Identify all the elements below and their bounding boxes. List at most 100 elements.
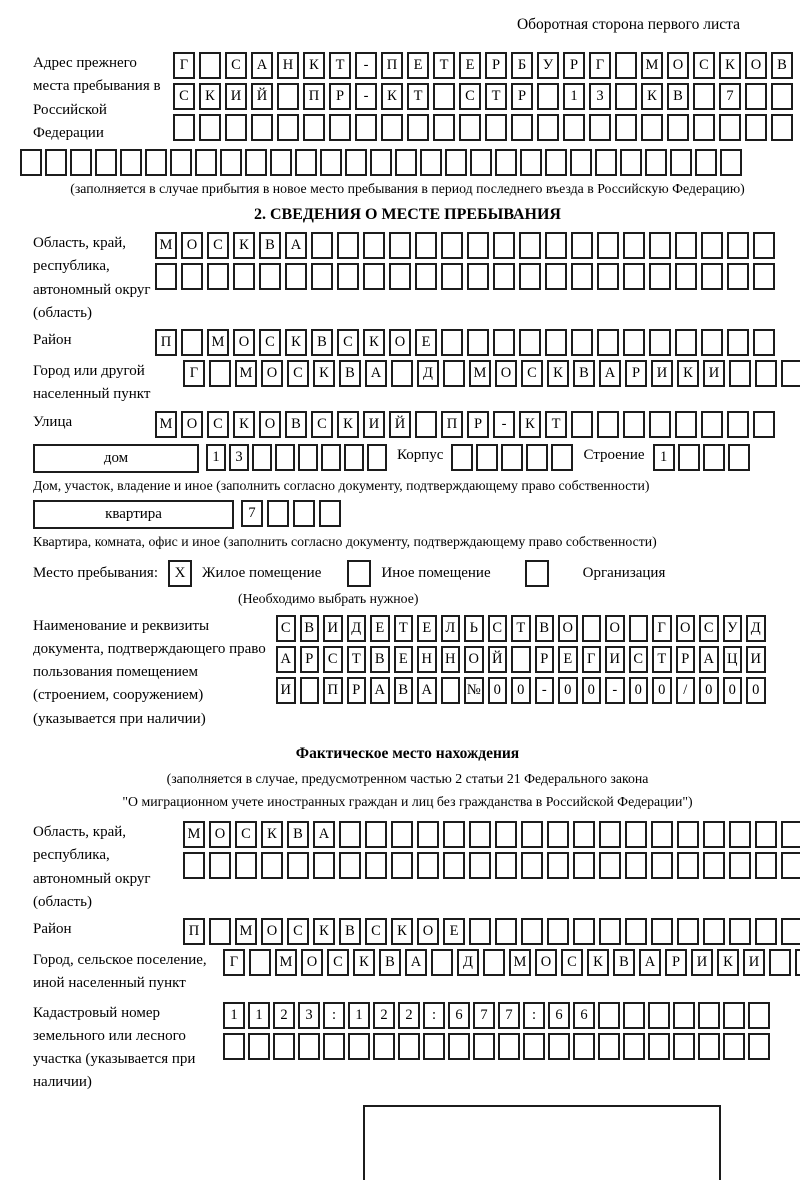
char-cell[interactable]: Т <box>407 83 429 110</box>
char-cell[interactable] <box>170 149 192 176</box>
char-cell[interactable]: В <box>259 232 281 259</box>
char-cell[interactable]: 0 <box>628 676 648 704</box>
char-cell[interactable] <box>511 645 531 673</box>
char-cell[interactable]: Ь <box>464 614 484 642</box>
char-cell[interactable]: Г <box>183 360 205 387</box>
char-cell[interactable] <box>519 329 541 356</box>
char-cell[interactable]: 3 <box>298 1001 320 1029</box>
char-cell[interactable]: 0 <box>722 676 742 704</box>
char-cell[interactable] <box>649 263 671 290</box>
char-cell[interactable] <box>469 852 491 880</box>
char-cell[interactable] <box>295 149 317 176</box>
char-cell[interactable] <box>420 149 442 176</box>
char-cell[interactable]: 1 <box>248 1001 270 1029</box>
char-cell[interactable]: Ц <box>722 645 742 673</box>
char-cell[interactable] <box>723 1001 745 1029</box>
char-cell[interactable] <box>573 821 595 849</box>
char-cell[interactable] <box>673 1032 695 1060</box>
char-cell[interactable] <box>235 852 257 880</box>
char-cell[interactable] <box>673 1001 695 1029</box>
char-cell[interactable]: П <box>155 329 177 356</box>
char-cell[interactable] <box>485 114 507 141</box>
char-cell[interactable] <box>493 263 515 290</box>
char-cell[interactable] <box>339 821 361 849</box>
char-cell[interactable]: С <box>287 360 309 387</box>
char-cell[interactable] <box>370 149 392 176</box>
stay-type-checkbox-other[interactable] <box>347 559 372 587</box>
char-cell[interactable]: 7 <box>241 499 263 527</box>
char-cell[interactable] <box>467 232 489 259</box>
char-cell[interactable] <box>526 443 549 471</box>
char-cell[interactable]: Й <box>251 83 273 110</box>
char-cell[interactable]: В <box>771 52 793 79</box>
char-cell[interactable]: В <box>393 676 413 704</box>
char-cell[interactable] <box>719 114 741 141</box>
char-cell[interactable] <box>441 232 463 259</box>
char-cell[interactable]: К <box>353 949 375 977</box>
char-cell[interactable] <box>298 1032 320 1060</box>
char-cell[interactable]: О <box>667 52 689 79</box>
char-cell[interactable]: О <box>745 52 767 79</box>
char-cell[interactable] <box>571 410 593 438</box>
char-cell[interactable]: О <box>259 410 281 438</box>
char-cell[interactable] <box>702 443 725 471</box>
char-cell[interactable] <box>753 263 775 290</box>
char-cell[interactable]: О <box>558 614 578 642</box>
char-cell[interactable] <box>467 263 489 290</box>
char-cell[interactable]: 2 <box>373 1001 395 1029</box>
char-cell[interactable] <box>451 443 474 471</box>
char-cell[interactable] <box>520 149 542 176</box>
char-cell[interactable]: В <box>379 949 401 977</box>
char-cell[interactable] <box>729 821 751 849</box>
char-cell[interactable] <box>781 918 800 946</box>
char-cell[interactable]: : <box>323 1001 345 1029</box>
char-cell[interactable]: 0 <box>511 676 531 704</box>
char-cell[interactable]: С <box>521 360 543 387</box>
char-cell[interactable]: С <box>323 645 343 673</box>
char-cell[interactable] <box>745 83 767 110</box>
char-cell[interactable] <box>495 149 517 176</box>
char-cell[interactable]: Т <box>511 614 531 642</box>
char-cell[interactable] <box>620 149 642 176</box>
char-cell[interactable]: С <box>173 83 195 110</box>
char-cell[interactable] <box>323 1032 345 1060</box>
char-cell[interactable] <box>319 499 341 527</box>
char-cell[interactable] <box>443 821 465 849</box>
char-cell[interactable]: А <box>276 645 296 673</box>
char-cell[interactable] <box>571 232 593 259</box>
char-cell[interactable]: В <box>339 360 361 387</box>
char-cell[interactable]: О <box>417 918 439 946</box>
char-cell[interactable] <box>273 1032 295 1060</box>
char-cell[interactable]: Е <box>370 614 390 642</box>
char-cell[interactable]: К <box>641 83 663 110</box>
char-cell[interactable] <box>677 443 700 471</box>
char-cell[interactable]: Р <box>665 949 687 977</box>
char-cell[interactable] <box>225 114 247 141</box>
char-cell[interactable]: К <box>547 360 569 387</box>
char-cell[interactable] <box>313 852 335 880</box>
char-cell[interactable] <box>259 263 281 290</box>
char-cell[interactable]: Р <box>563 52 585 79</box>
char-cell[interactable]: И <box>703 360 725 387</box>
char-cell[interactable] <box>623 232 645 259</box>
char-cell[interactable]: 1 <box>563 83 585 110</box>
char-cell[interactable]: А <box>417 676 437 704</box>
char-cell[interactable] <box>599 821 621 849</box>
char-cell[interactable]: 6 <box>448 1001 470 1029</box>
char-cell[interactable]: М <box>155 410 177 438</box>
char-cell[interactable]: 2 <box>273 1001 295 1029</box>
char-cell[interactable] <box>599 918 621 946</box>
char-cell[interactable]: О <box>535 949 557 977</box>
char-cell[interactable] <box>363 263 385 290</box>
char-cell[interactable] <box>595 149 617 176</box>
char-cell[interactable] <box>209 918 231 946</box>
char-cell[interactable] <box>355 114 377 141</box>
char-cell[interactable] <box>363 232 385 259</box>
char-cell[interactable] <box>251 114 273 141</box>
char-cell[interactable] <box>344 443 364 471</box>
char-cell[interactable]: У <box>722 614 742 642</box>
char-cell[interactable] <box>459 114 481 141</box>
char-cell[interactable]: В <box>534 614 554 642</box>
char-cell[interactable] <box>623 263 645 290</box>
char-cell[interactable]: П <box>183 918 205 946</box>
